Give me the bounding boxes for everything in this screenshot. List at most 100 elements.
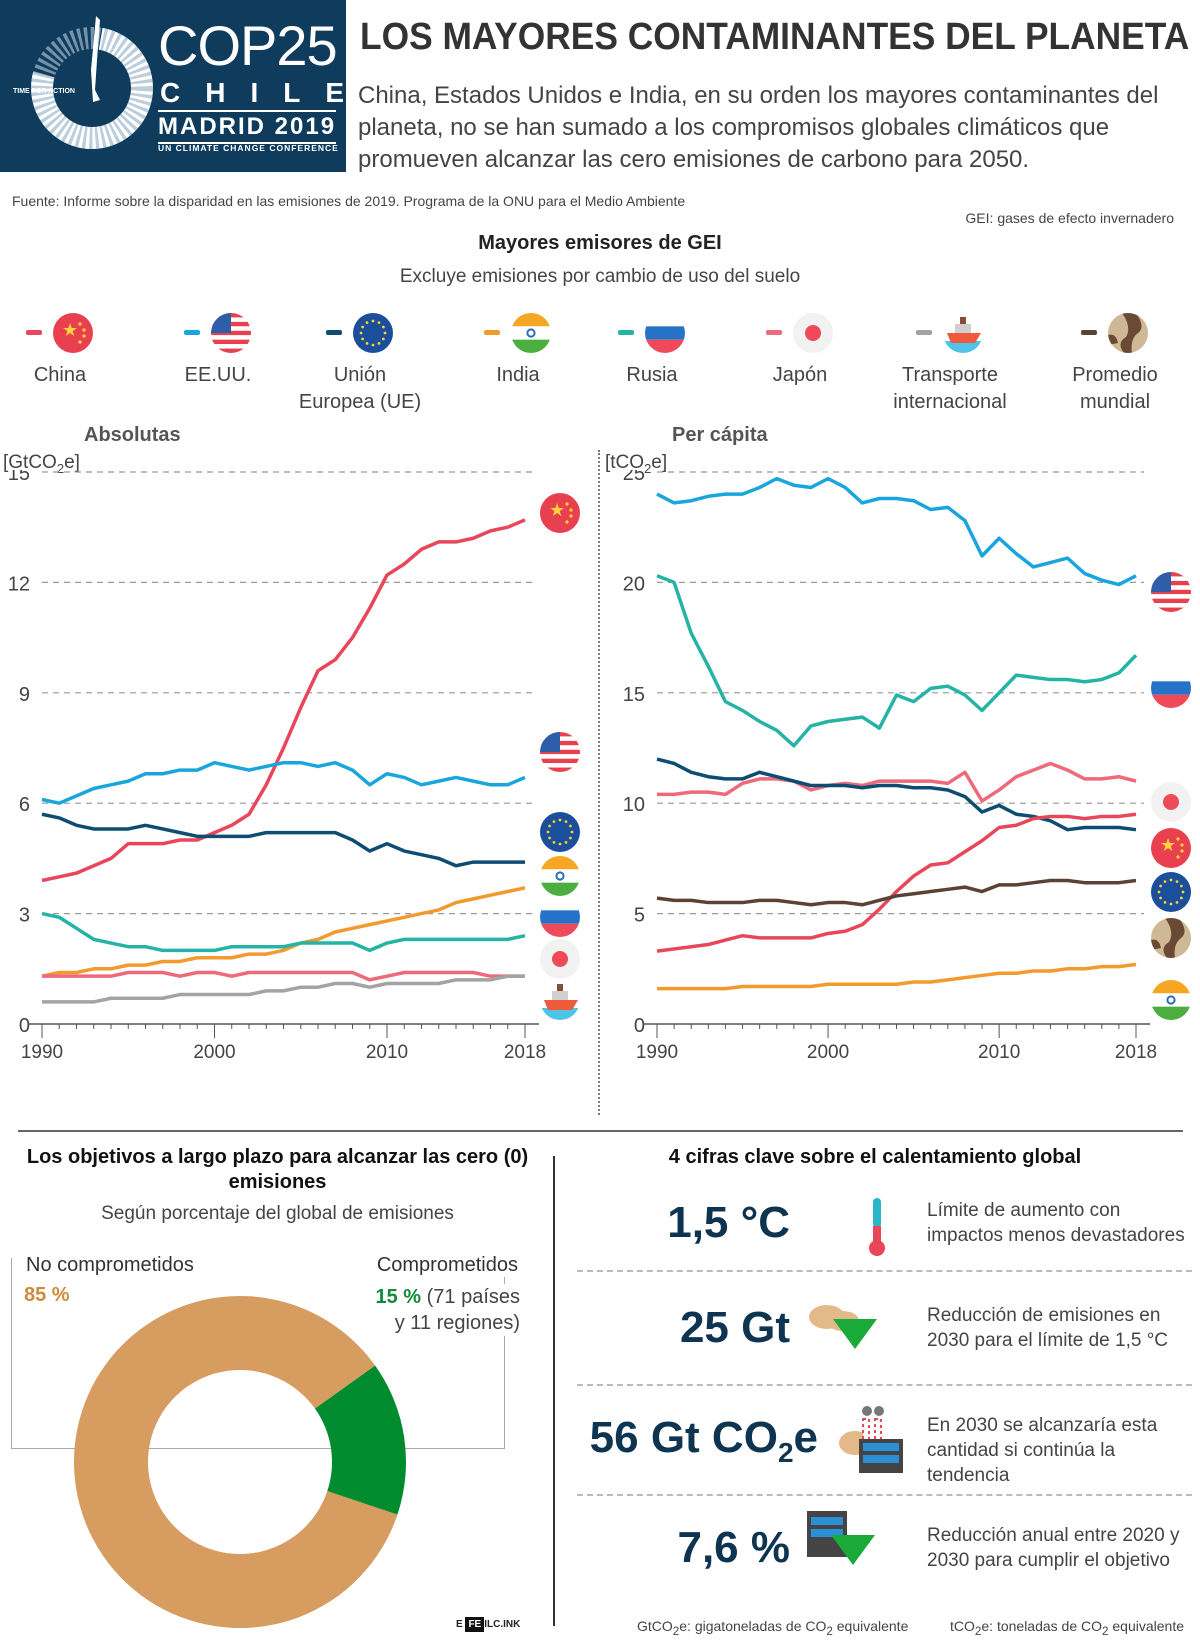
legend-swatch	[1081, 330, 1097, 335]
legend-swatch	[618, 330, 634, 335]
committed-detail: (71 países	[426, 1286, 520, 1308]
legend-swatch	[184, 330, 200, 335]
committed-label: Comprometidos	[374, 1254, 520, 1277]
russia-flag-icon	[645, 313, 685, 353]
x-tick-label: 1990	[636, 1042, 678, 1063]
y-tick-label: 10	[623, 794, 645, 816]
key-figures-title: 4 cifras clave sobre el calentamiento gl…	[668, 1146, 1082, 1168]
unit-text: e]	[64, 452, 80, 473]
building-down-icon	[807, 1511, 875, 1565]
india-flag-icon	[540, 856, 580, 896]
key-figure: 1,5 °C Límite de aumento con impactos me…	[575, 1180, 1190, 1280]
russia-flag-icon	[540, 897, 580, 937]
y-tick-label: 5	[634, 905, 645, 927]
globe-icon	[1151, 918, 1191, 958]
x-tick-label: 2000	[193, 1042, 235, 1063]
commitment-donut-chart	[73, 1296, 406, 1628]
eu-flag-icon	[540, 812, 580, 852]
foot-text: e: toneladas de CO	[981, 1618, 1103, 1634]
x-tick-label: 2018	[504, 1042, 546, 1063]
eu-flag-icon	[1151, 872, 1191, 912]
logo-event: COP25	[158, 14, 338, 77]
usa-flag-icon	[1151, 572, 1191, 612]
y-tick-label: 0	[634, 1015, 645, 1037]
figure-separator	[577, 1494, 1192, 1496]
foot-sub: 2	[1102, 1624, 1109, 1638]
pc-panel-title: Per cápita	[672, 424, 768, 446]
x-tick-label: 1990	[21, 1042, 63, 1063]
legend-swatch	[484, 330, 500, 335]
series-line-promedio-mundial	[656, 878, 1137, 907]
x-tick-label: 2010	[366, 1042, 408, 1063]
series-line-uni-n-europea-ue-	[656, 757, 1137, 832]
foot-text: GtCO	[637, 1618, 673, 1634]
chart-section-subtitle: Excluye emisiones por cambio de uso del …	[399, 266, 801, 287]
y-tick-label: 6	[19, 794, 30, 816]
y-tick-label: 12	[8, 573, 30, 595]
tco2e-definition: tCO2e: toneladas de CO2 equivalente	[950, 1618, 1184, 1638]
legend-label: Transporte internacional	[893, 364, 1007, 413]
eu-flag-icon	[353, 313, 393, 353]
committed-detail: y 11 regiones)	[394, 1312, 520, 1334]
series-line-rusia	[656, 574, 1138, 748]
legend-swatch	[326, 330, 342, 335]
absolute-emissions-chart: 0 3 6 9 12 15 1990 2000 2010 2018 ★	[8, 470, 580, 1063]
committed-value: 15 % (71 países y 11 regiones)	[371, 1284, 520, 1336]
series-line-ee-uu-	[656, 476, 1137, 587]
usa-flag-icon	[211, 313, 251, 353]
page-subtitle: China, Estados Unidos e India, en su ord…	[358, 82, 1159, 173]
china-flag-icon: ★	[53, 313, 93, 353]
japan-flag-icon	[540, 939, 580, 979]
committed-pct: 15 %	[375, 1286, 422, 1308]
key-figure: 56 Gt CO2e En 2030 se alcanzaría esta ca…	[575, 1395, 1190, 1495]
donut-title: Los objetivos a largo plazo para alcanza…	[26, 1146, 529, 1193]
unit-text: [GtCO	[3, 452, 57, 473]
legend-label: China	[33, 364, 87, 386]
key-figure-value: 1,5 °C	[667, 1198, 790, 1247]
cop25-logo: TIME FOR ACTION COP25 CHILE MADRID 2019 …	[0, 0, 346, 172]
donut-bracket	[11, 1258, 505, 1449]
donut-slice-committed	[314, 1365, 406, 1515]
usa-flag-icon	[211, 313, 251, 353]
foot-text: e: gigatoneladas de CO	[679, 1618, 827, 1634]
usa-flag-icon	[540, 732, 580, 772]
series-line-jap-n	[657, 761, 1137, 803]
eu-flag-icon	[353, 313, 393, 353]
figure-separator	[577, 1270, 1192, 1272]
y-tick-label: 3	[19, 905, 30, 927]
ship-icon	[540, 984, 580, 1020]
credit-logo: FE	[465, 1617, 485, 1632]
key-figure-desc: Límite de aumento con impactos menos dev…	[927, 1200, 1185, 1246]
series-line-rusia	[41, 911, 526, 953]
logo-motto: TIME FOR ACTION	[13, 88, 75, 95]
globe-icon	[1108, 313, 1148, 353]
legend-swatch	[26, 330, 42, 335]
value-text: e	[793, 1413, 818, 1462]
legend-label: EE.UU.	[184, 364, 252, 386]
unit-sub: 2	[56, 460, 65, 476]
credit-text: ILC.INK	[484, 1619, 521, 1630]
cloud-down-icon	[809, 1305, 877, 1349]
y-tick-label: 9	[19, 684, 30, 706]
donut-slice-not-committed	[73, 1296, 398, 1628]
x-tick-label: 2018	[1115, 1042, 1157, 1063]
figure-separator	[577, 1384, 1192, 1386]
key-figure-desc: En 2030 se alcanzaría esta cantidad si c…	[927, 1415, 1158, 1486]
logo-host: MADRID 2019	[158, 110, 337, 144]
chart-section-title: Mayores emisores de GEI	[478, 232, 722, 254]
foot-sub: 2	[672, 1624, 680, 1638]
china-flag-icon: ★	[540, 493, 580, 533]
series-line-uni-n-europea-ue-	[41, 812, 525, 868]
key-figure-value: 25 Gt	[679, 1303, 790, 1352]
series-line-transporte-internacional	[42, 974, 525, 1004]
key-figure-value: 56 Gt CO2e	[590, 1413, 818, 1469]
x-tick-label: 2010	[978, 1042, 1020, 1063]
value-text: 56 Gt CO	[589, 1413, 778, 1462]
y-tick-label: 20	[623, 573, 645, 595]
section-divider	[18, 1130, 1183, 1132]
japan-flag-icon	[793, 313, 833, 353]
key-figure-desc: Reducción anual entre 2020 y 2030 para c…	[927, 1525, 1180, 1571]
thermometer-icon	[869, 1198, 885, 1256]
series-line-ee-uu-	[41, 760, 526, 805]
pc-unit-label: [tCO2e]	[605, 452, 667, 476]
